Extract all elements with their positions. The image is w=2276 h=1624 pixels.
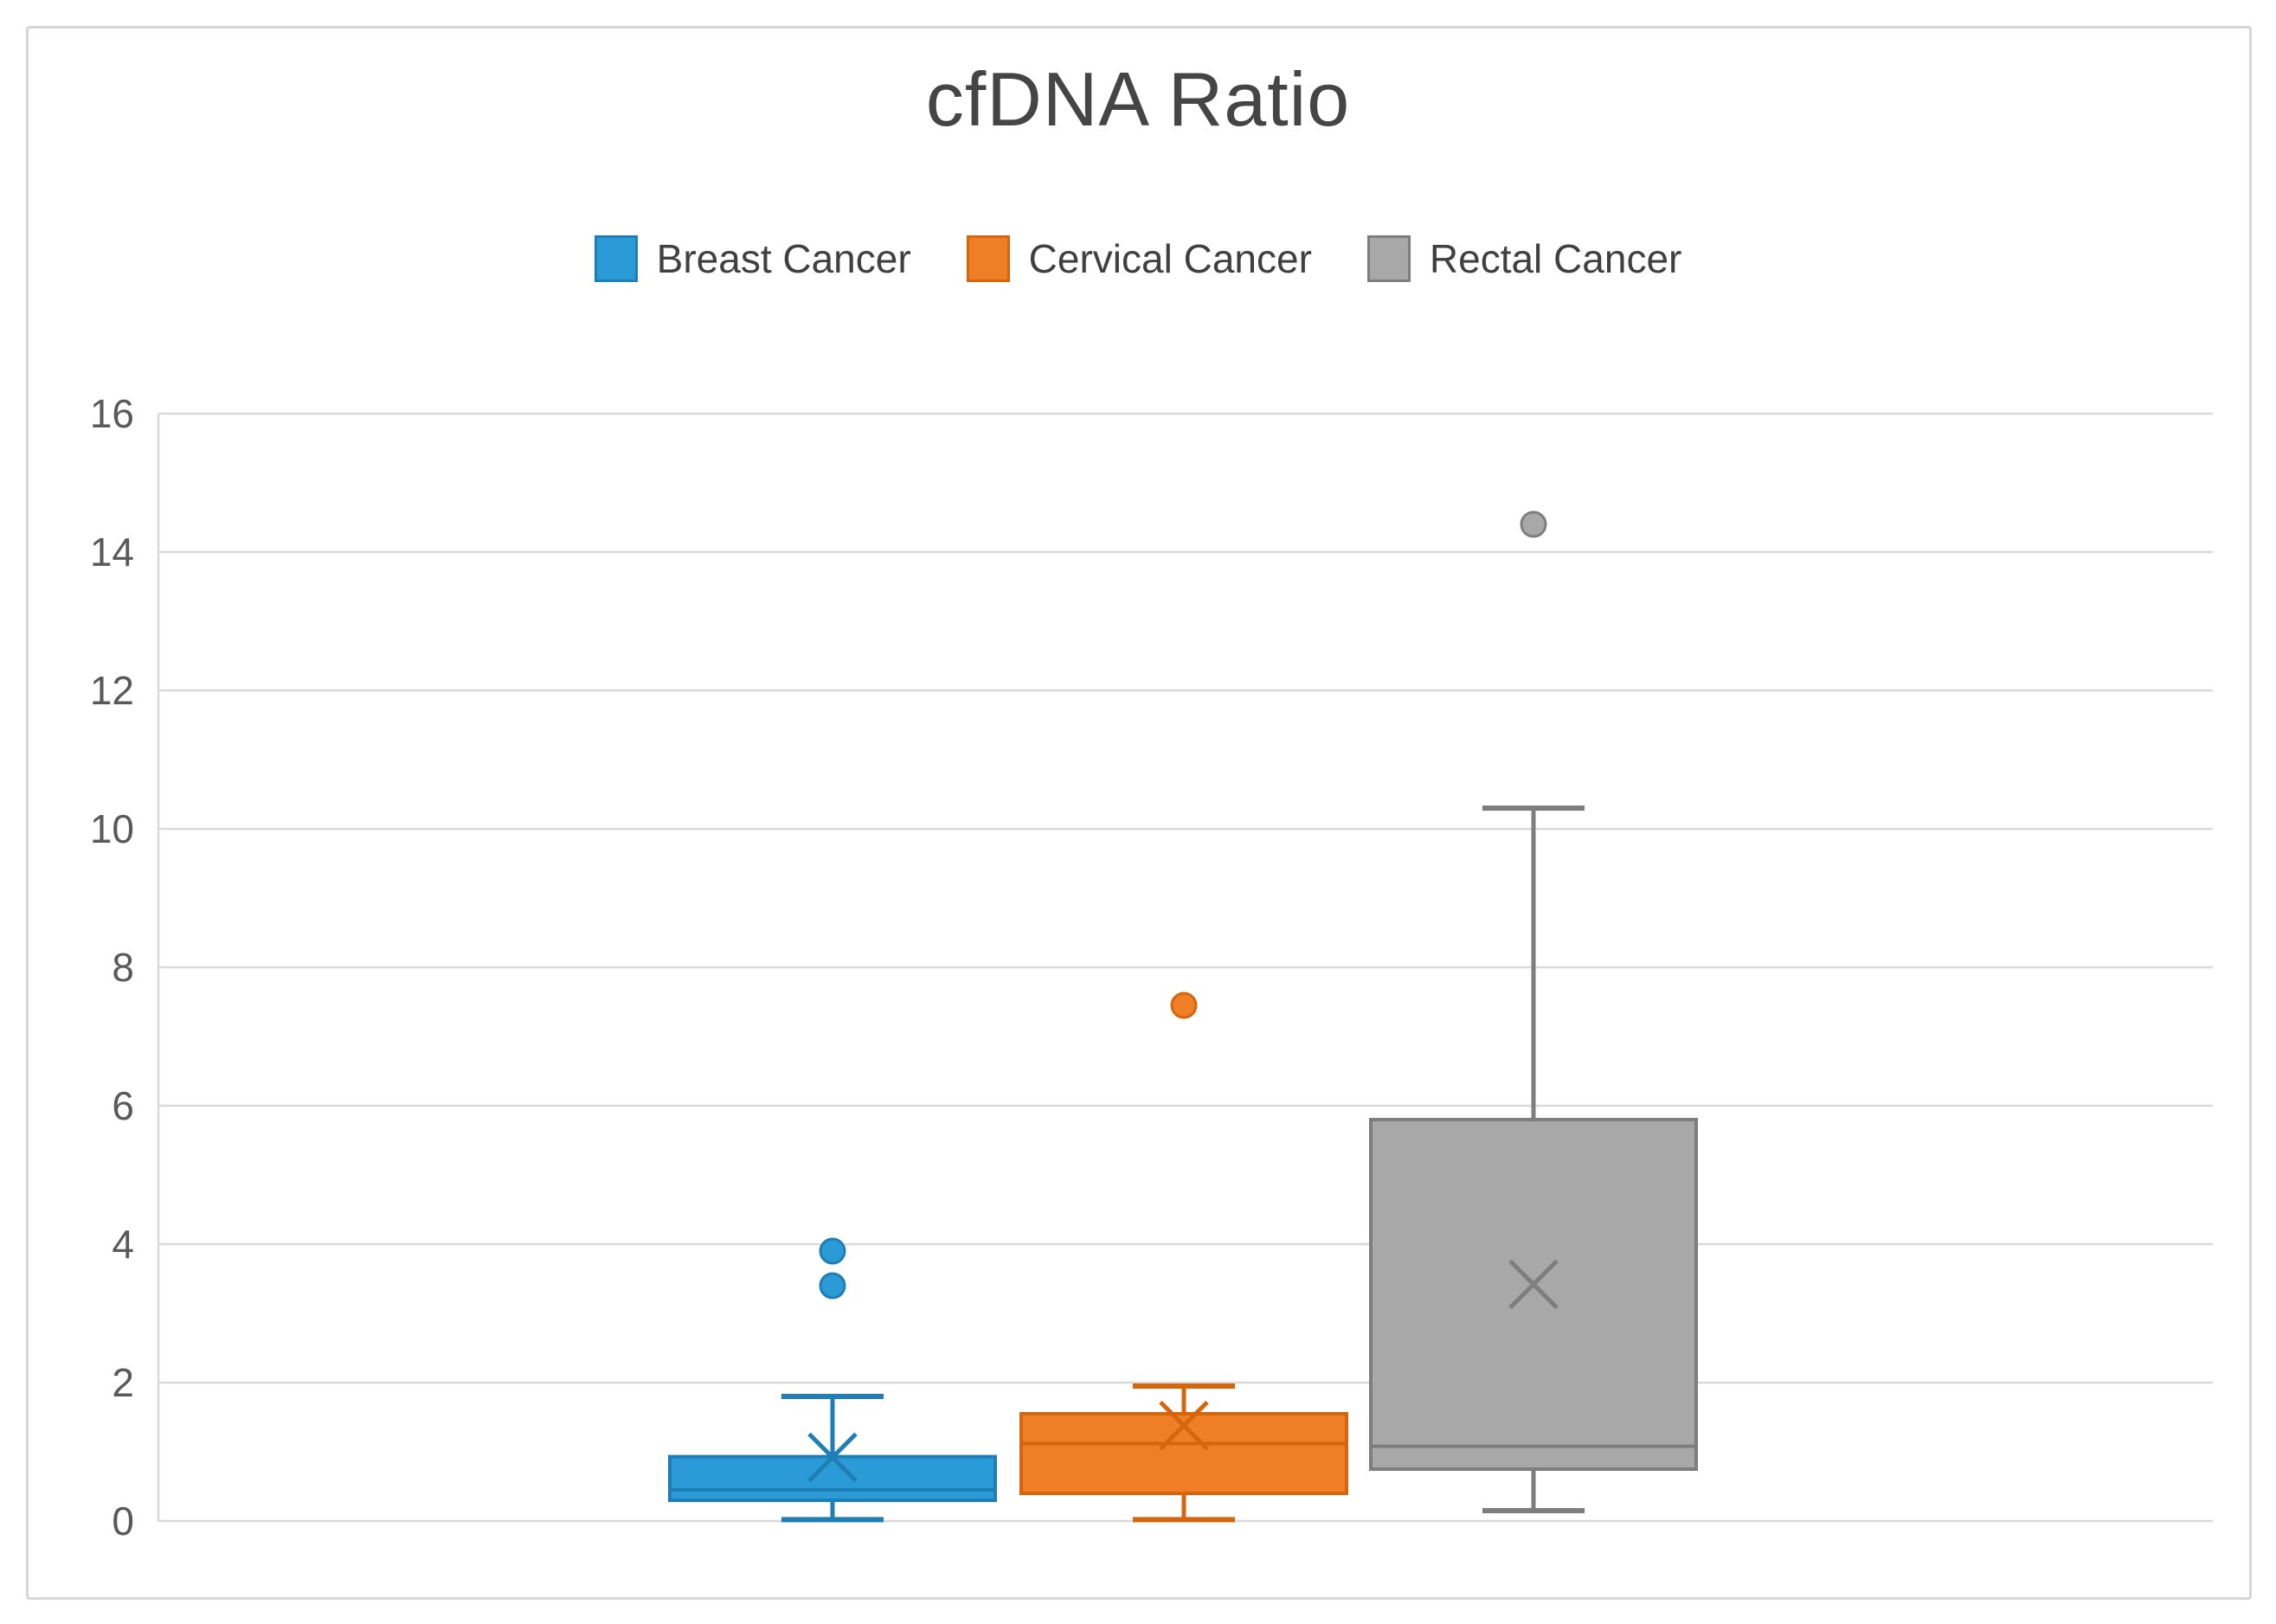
legend-label-breast-cancer: Breast Cancer (656, 236, 911, 281)
y-axis-tick-label-14: 14 (90, 530, 134, 574)
box-rectal-cancer (1369, 1118, 1698, 1471)
mean-x-marker-cervical-cancer (1159, 1400, 1209, 1451)
y-axis-tick-label-4: 4 (112, 1222, 134, 1267)
y-axis-tick-label-2: 2 (112, 1360, 134, 1405)
chart-frame (26, 26, 2252, 1600)
chart-title: cfDNA Ratio (925, 56, 1351, 142)
outlier-dot-breast-cancer-3.4 (819, 1272, 846, 1300)
outlier-dot-cervical-cancer-7.45 (1170, 992, 1198, 1019)
legend-label-cervical-cancer: Cervical Cancer (1028, 236, 1312, 281)
y-axis-tick-label-12: 12 (90, 668, 134, 713)
y-axis-tick-label-0: 0 (112, 1499, 134, 1544)
legend-swatch-rectal-cancer-icon (1366, 235, 1411, 282)
legend-swatch-cervical-cancer-icon (966, 235, 1010, 282)
y-axis-tick-label-6: 6 (112, 1083, 134, 1128)
legend-item-cervical-cancer: Cervical Cancer (966, 235, 1312, 282)
legend-swatch-breast-cancer-icon (594, 235, 638, 282)
outlier-dot-breast-cancer-3.9 (819, 1237, 846, 1265)
y-axis-tick-label-10: 10 (90, 806, 134, 851)
legend-item-rectal-cancer: Rectal Cancer (1366, 235, 1682, 282)
mean-x-marker-rectal-cancer (1508, 1259, 1559, 1310)
mean-x-marker-breast-cancer (807, 1432, 858, 1483)
legend-item-breast-cancer: Breast Cancer (594, 235, 911, 282)
y-axis-tick-label-8: 8 (112, 945, 134, 990)
legend: Breast Cancer Cervical Cancer Rectal Can… (0, 235, 2276, 282)
box-breast-cancer (668, 1454, 997, 1502)
outlier-dot-rectal-cancer-14.4 (1520, 510, 1547, 538)
legend-label-rectal-cancer: Rectal Cancer (1429, 236, 1682, 281)
y-axis-tick-label-16: 16 (90, 391, 134, 436)
